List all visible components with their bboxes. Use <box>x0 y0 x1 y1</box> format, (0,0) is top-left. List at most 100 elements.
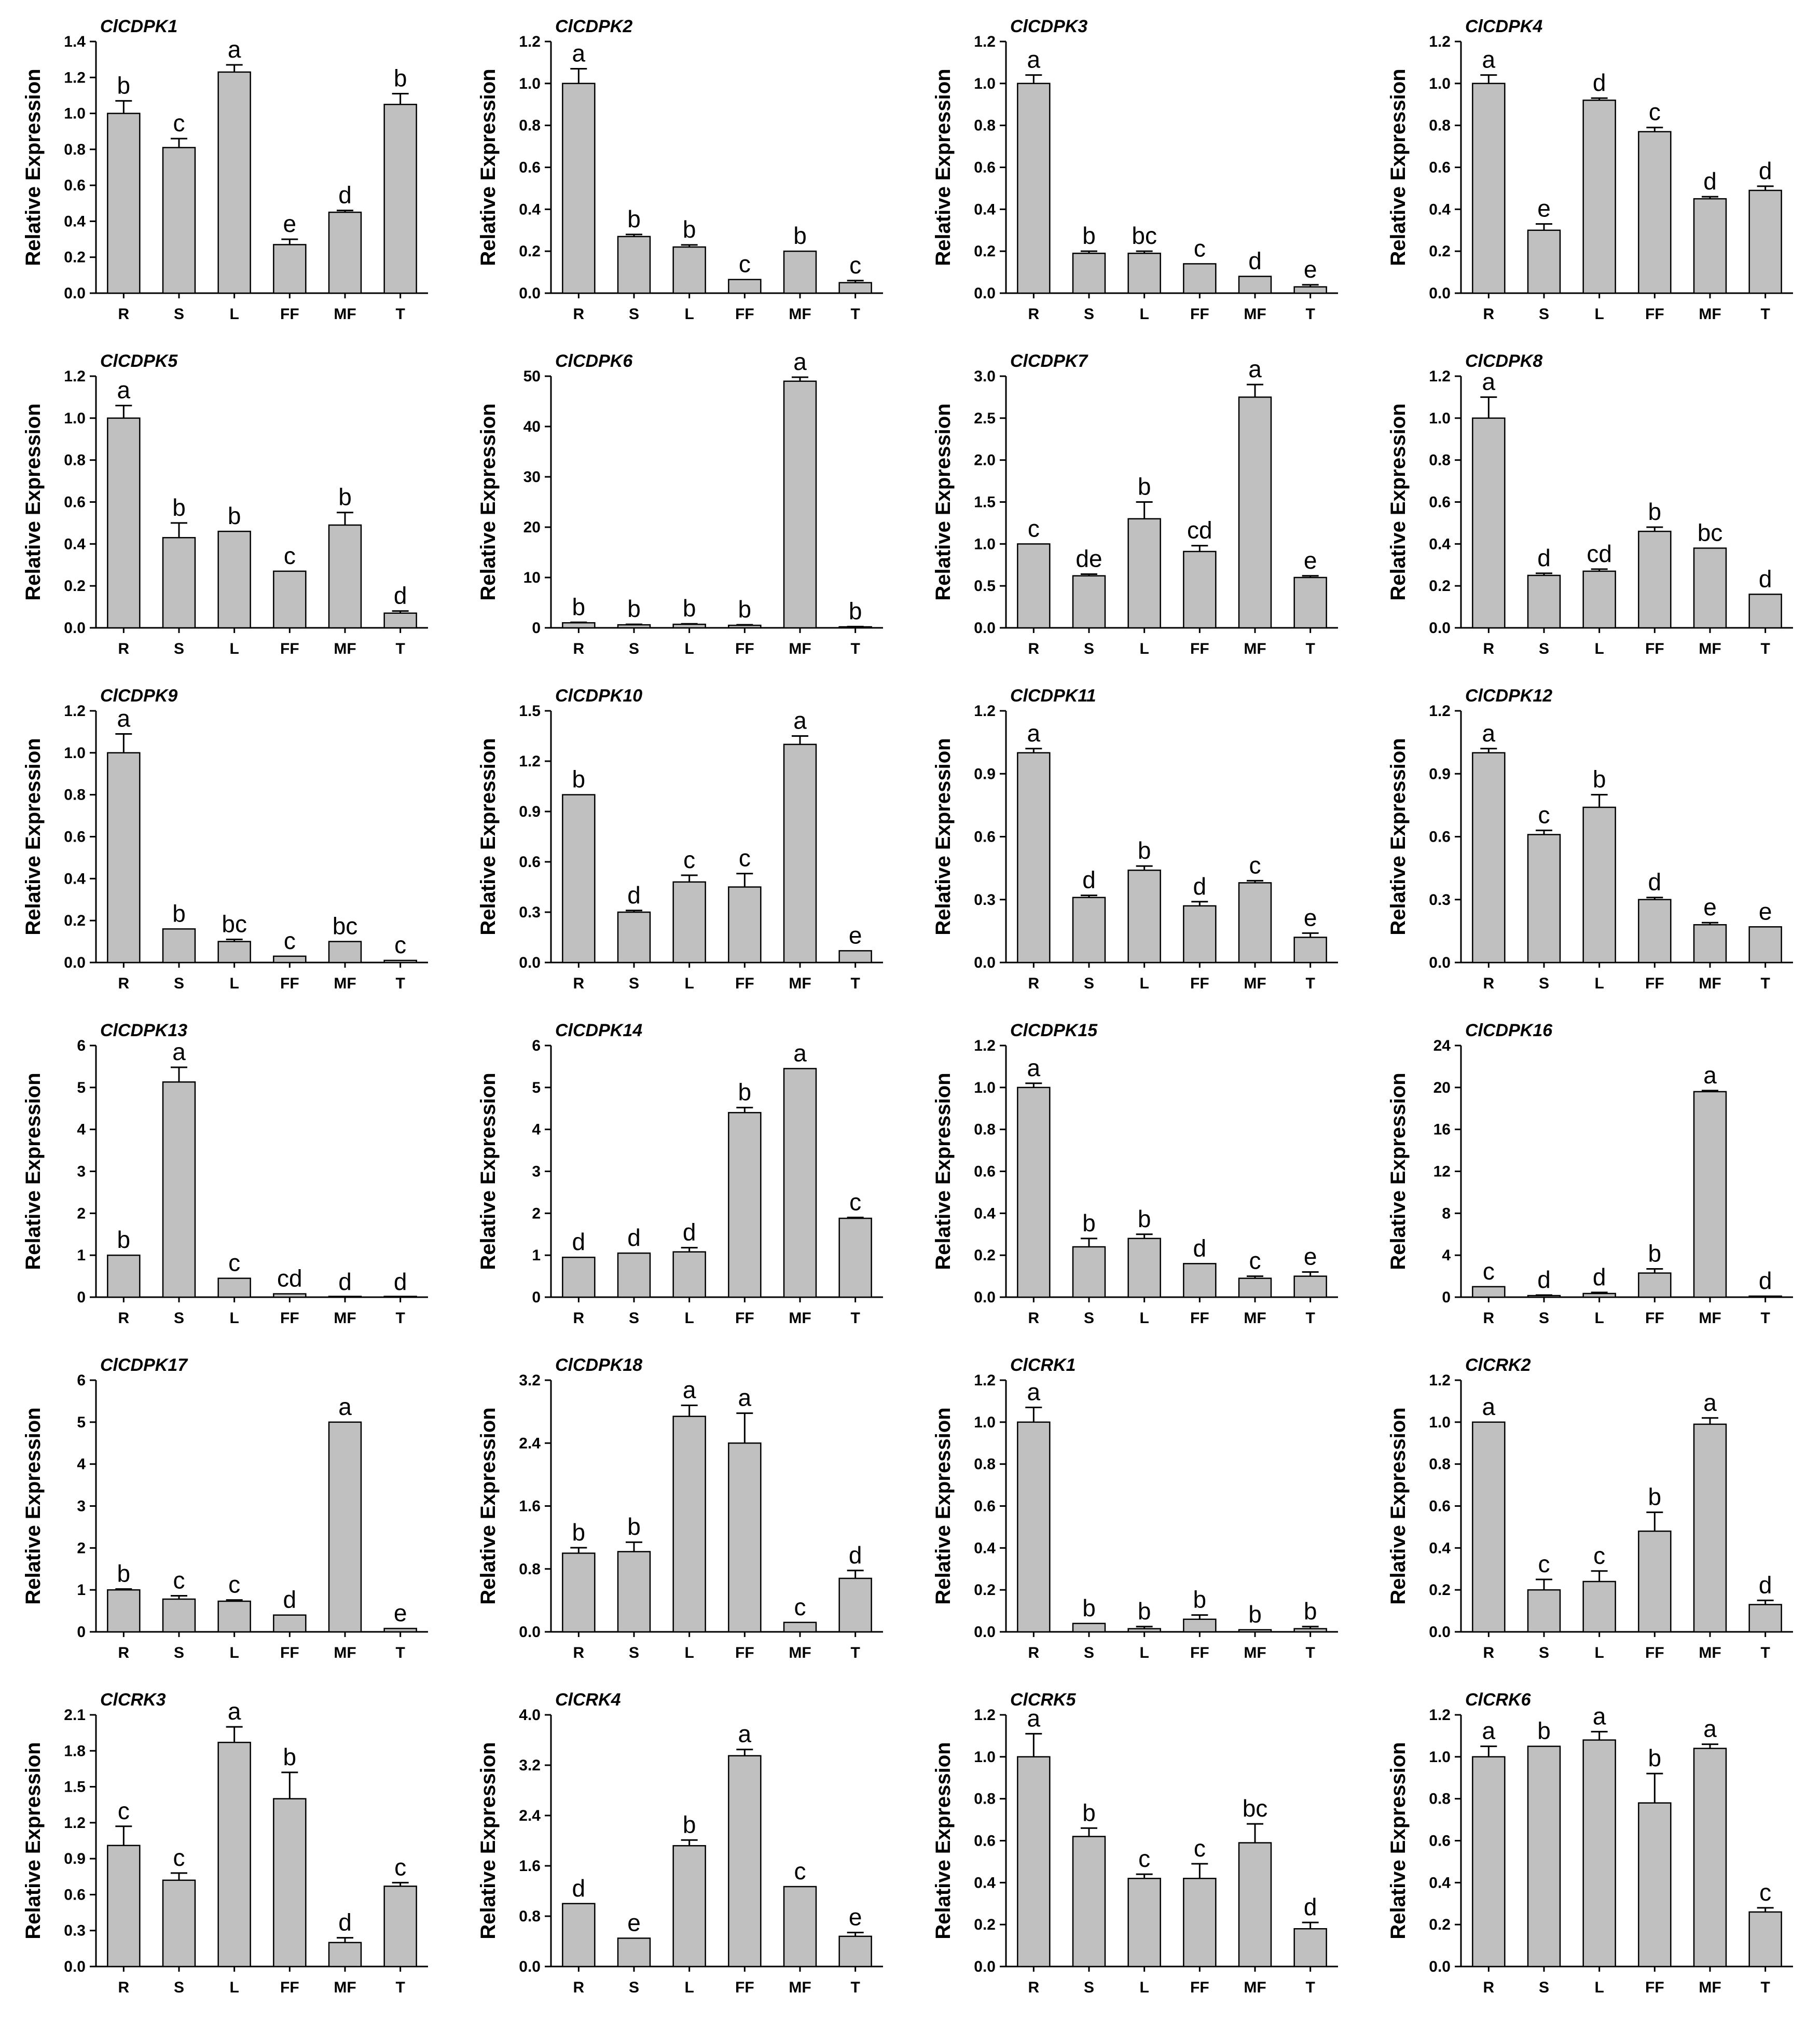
bar <box>672 1415 706 1633</box>
y-tick-label: 0.2 <box>1429 1916 1451 1933</box>
x-tick-label: R <box>1483 1644 1494 1661</box>
x-tick-label: L <box>1140 1644 1149 1661</box>
significance-letter: e <box>849 922 862 948</box>
x-tick-label: MF <box>1244 640 1266 657</box>
x-tick-label: MF <box>789 1310 811 1327</box>
y-tick-label: 0.0 <box>974 285 996 302</box>
bar <box>1748 1295 1782 1298</box>
chart-panel: ClCRK3 Relative Expression 0.0 0.3 0.6 0.9 1.2… <box>22 1690 428 1996</box>
y-axis-label: Relative Expression <box>1387 1407 1410 1604</box>
significance-letter: c <box>1194 235 1206 262</box>
chart-title: ClCDPK15 <box>1010 1021 1098 1040</box>
y-tick-label: 0 <box>532 620 541 637</box>
chart-panel: ClCDPK12 Relative Expression 0.0 0.3 0.6 0.9 1… <box>1387 686 1793 992</box>
bar <box>617 236 651 294</box>
bar <box>1293 1928 1327 1968</box>
x-tick-label: R <box>1483 1979 1494 1996</box>
bar <box>1582 99 1616 294</box>
x-tick-label: FF <box>1190 1310 1209 1327</box>
y-tick-label: 0.6 <box>974 829 996 846</box>
x-tick-label: S <box>629 975 639 992</box>
y-tick-label: 0.8 <box>1429 1456 1451 1473</box>
x-tick-label: T <box>1306 1979 1315 1996</box>
x-tick-label: MF <box>789 975 811 992</box>
y-tick-label: 0.2 <box>64 912 86 929</box>
x-tick-label: MF <box>1699 1644 1721 1661</box>
bar <box>838 1935 872 1968</box>
y-tick-label: 1.0 <box>64 410 86 427</box>
chart-panel: ClCDPK7 Relative Expression 0.0 0.5 1.0 1.5 2.… <box>932 351 1338 657</box>
bar <box>162 1879 196 1968</box>
chart-panel: ClCDPK5 Relative Expression 0.0 0.2 0.4 0.6 0.… <box>22 351 428 657</box>
y-tick-label: 10 <box>523 569 541 586</box>
bar <box>1017 1756 1051 1968</box>
bar <box>1748 926 1782 964</box>
significance-letter: bc <box>1132 222 1157 249</box>
y-tick-label: 2.5 <box>974 410 996 427</box>
significance-letter: c <box>849 252 861 279</box>
x-tick-label: T <box>396 975 405 992</box>
significance-letter: b <box>338 484 352 511</box>
y-axis-label: Relative Expression <box>22 1407 45 1604</box>
significance-letter: b <box>572 766 586 793</box>
x-tick-label: R <box>573 1310 584 1327</box>
bar <box>672 881 706 964</box>
bar <box>217 1600 251 1633</box>
bar <box>1183 551 1217 629</box>
significance-letter: d <box>1648 869 1662 896</box>
y-tick-label: 0.0 <box>1429 1958 1451 1975</box>
significance-letter: de <box>1076 545 1102 572</box>
significance-letter: c <box>228 1571 240 1598</box>
significance-letter: b <box>793 222 807 249</box>
significance-letter: d <box>1759 1571 1772 1598</box>
bar <box>1638 899 1672 964</box>
y-tick-label: 0.6 <box>519 854 541 871</box>
y-tick-label: 0.0 <box>974 1958 996 1975</box>
y-axis-label: Relative Expression <box>22 1072 45 1270</box>
x-tick-label: T <box>1306 1644 1315 1661</box>
x-tick-label: T <box>851 306 860 323</box>
x-tick-label: L <box>230 1310 239 1327</box>
y-tick-label: 1.0 <box>974 1414 996 1431</box>
bar <box>1183 905 1217 964</box>
y-tick-label: 20 <box>523 519 541 536</box>
y-tick-label: 20 <box>1433 1079 1451 1096</box>
y-tick-label: 12 <box>1433 1163 1451 1180</box>
x-tick-label: L <box>1595 1979 1604 1996</box>
bar <box>1472 1756 1506 1968</box>
y-tick-label: 40 <box>523 418 541 435</box>
significance-letter: c <box>173 1566 185 1593</box>
bar <box>1527 1589 1561 1633</box>
significance-letter: a <box>1482 368 1496 395</box>
y-tick-label: 1.2 <box>974 33 996 50</box>
x-tick-label: R <box>118 975 129 992</box>
bar <box>1748 1911 1782 1968</box>
y-tick-label: 0.2 <box>64 578 86 595</box>
y-tick-label: 0.4 <box>64 213 86 230</box>
bar <box>383 959 417 964</box>
x-tick-label: MF <box>334 975 356 992</box>
y-tick-label: 0.2 <box>1429 243 1451 260</box>
chart-panel: ClCDPK3 Relative Expression 0.0 0.2 0.4 0.6 0.… <box>932 17 1338 323</box>
bar <box>383 1296 417 1298</box>
bar <box>562 622 596 629</box>
y-tick-label: 0.9 <box>519 803 541 820</box>
y-tick-label: 2 <box>532 1205 541 1222</box>
y-tick-label: 0.6 <box>519 159 541 176</box>
y-tick-label: 3.0 <box>974 368 996 385</box>
x-tick-label: R <box>1483 640 1494 657</box>
y-tick-label: 0.6 <box>1429 159 1451 176</box>
x-tick-label: FF <box>735 1979 754 1996</box>
bar <box>1293 286 1327 294</box>
bar <box>728 279 762 294</box>
y-axis-label: Relative Expression <box>477 1407 500 1604</box>
significance-letter: d <box>1593 69 1606 96</box>
y-tick-label: 1.5 <box>519 703 541 720</box>
y-tick-label: 6 <box>77 1037 86 1054</box>
y-tick-label: 0.4 <box>519 201 541 218</box>
bar <box>383 612 417 629</box>
significance-letter: a <box>683 1377 696 1404</box>
y-tick-label: 2.0 <box>974 452 996 469</box>
bar <box>1072 1246 1106 1298</box>
significance-letter: b <box>1537 1717 1551 1744</box>
